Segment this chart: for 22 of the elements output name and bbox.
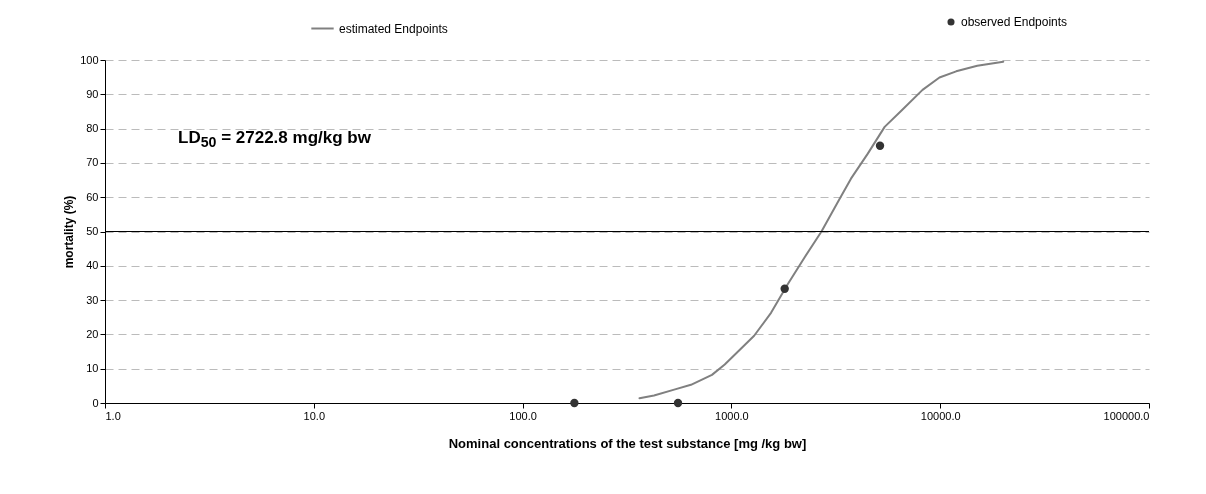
y-tick-label: 100 (80, 53, 99, 66)
y-tick-label: 50 (86, 225, 99, 237)
x-tick-label: 10000.0 (920, 409, 961, 422)
y-tick-label: 60 (86, 190, 99, 203)
y-tick-label: 0 (92, 396, 99, 409)
x-tick-label: 10.0 (303, 409, 326, 422)
y-tick-label: 90 (86, 87, 99, 100)
x-tick-label: 1000.0 (715, 409, 749, 422)
legend-label: estimated Endpoints (339, 21, 448, 36)
y-tick-label: 40 (86, 259, 99, 272)
x-tick-label: 100000.0 (1103, 409, 1150, 422)
y-axis-title: mortality (%) (62, 195, 77, 269)
legend-label: observed Endpoints (961, 15, 1068, 29)
y-tick-label: 20 (86, 327, 99, 340)
x-axis-title: Nominal concentrations of the test substance [mg /kg bw] (448, 435, 807, 451)
x-tick-label: 1.0 (105, 409, 121, 422)
y-tick-label: 80 (86, 122, 99, 135)
note-text: LD$_{50}$ = 2722.8 mg/kg bw (178, 128, 371, 151)
y-tick-label: 30 (86, 293, 99, 306)
y-tick-label: 70 (86, 156, 99, 169)
y-tick-label: 10 (86, 362, 99, 375)
x-tick-label: 100.0 (509, 409, 537, 422)
